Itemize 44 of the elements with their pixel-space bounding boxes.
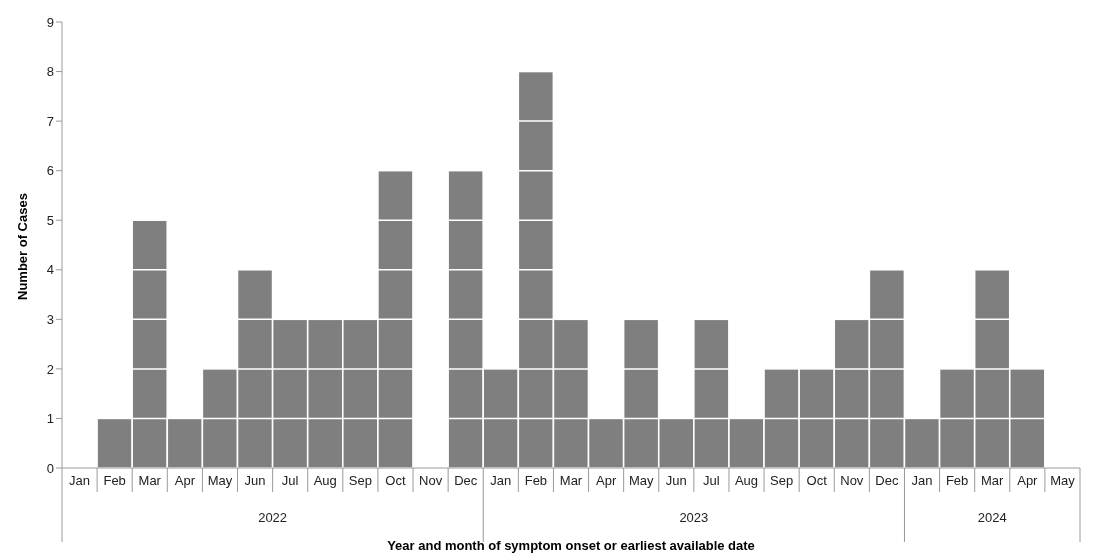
x-tick-label: Apr [1017, 473, 1039, 488]
x-tick-label: May [207, 473, 233, 488]
y-tick-label: 4 [46, 262, 54, 278]
x-tick-label: May [628, 473, 654, 488]
y-tick-label: 5 [46, 212, 54, 228]
x-tick-label: Dec [454, 473, 478, 488]
x-tick-label: Aug [313, 473, 337, 488]
text: 2023 [679, 510, 709, 525]
x-tick-label: Feb [524, 473, 548, 488]
y-tick-label: 7 [46, 113, 54, 129]
y-tick-label: 0 [46, 460, 54, 476]
text: 2022 [258, 510, 288, 525]
x-tick-label: Aug [734, 473, 759, 488]
x-tick-label: Nov [419, 473, 443, 488]
y-tick-label: 2 [46, 361, 54, 377]
x-tick-label: Sep [348, 473, 372, 488]
y-tick-label: 9 [46, 14, 54, 30]
y-axis-title: Number of Cases [14, 193, 30, 300]
x-tick-label: Mar [138, 473, 162, 488]
x-tick-label: Jul [281, 473, 299, 488]
x-tick-label: Mar [981, 473, 1005, 488]
x-tick-label: Apr [595, 473, 617, 488]
x-axis-title: Year and month of symptom onset or earliest available date [387, 538, 755, 553]
x-tick-label: Apr [174, 473, 196, 488]
x-tick-label: Jun [665, 473, 687, 488]
x-tick-label: Feb [945, 473, 969, 488]
x-tick-label: May [1050, 473, 1076, 488]
x-tick-label: Jan [911, 473, 933, 488]
y-tick-label: 6 [46, 163, 54, 179]
y-tick-label: 1 [46, 411, 54, 427]
x-tick-label: Oct [806, 473, 828, 488]
x-tick-label: Feb [103, 473, 126, 488]
x-tick-label: Jan [69, 473, 91, 488]
text: 2024 [977, 510, 1007, 525]
x-tick-label: Sep [770, 473, 794, 488]
x-tick-label: Nov [840, 473, 864, 488]
x-tick-label: Mar [559, 473, 583, 488]
x-tick-label: Jul [703, 473, 720, 488]
y-tick-label: 3 [46, 311, 54, 327]
x-tick-label: Oct [385, 473, 406, 488]
y-tick-label: 8 [46, 64, 54, 80]
x-tick-label: Dec [875, 473, 899, 488]
x-tick-label: Jun [244, 473, 266, 488]
x-tick-label: Jan [490, 473, 512, 488]
